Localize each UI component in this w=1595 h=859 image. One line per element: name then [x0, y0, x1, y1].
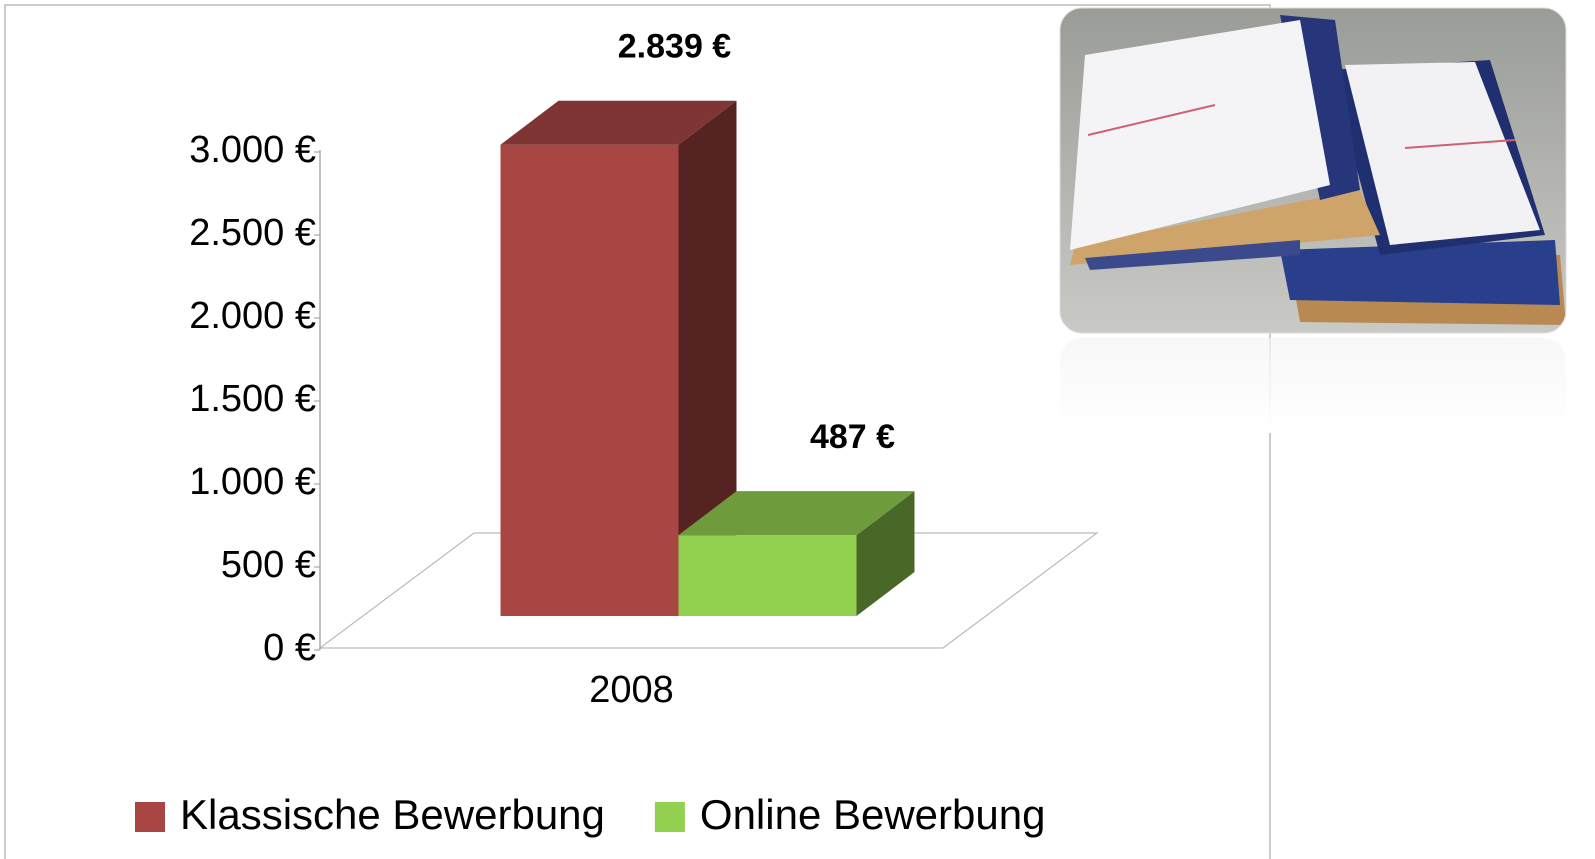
- y-tick-label: 2.000 €: [189, 295, 316, 337]
- chart: 0 € 500 € 1.000 € 1.500 € 2.000 € 2.500 € 3.00…: [0, 0, 1595, 859]
- legend-swatch: [135, 802, 165, 832]
- y-tick-label: 0 €: [263, 627, 316, 669]
- bar: [501, 145, 679, 616]
- y-tick-label: 500 €: [221, 544, 316, 586]
- x-tick-label: 2008: [589, 669, 674, 711]
- legend-swatch: [655, 802, 685, 832]
- y-tick-label: 2.500 €: [189, 212, 316, 254]
- photo: [1060, 8, 1566, 433]
- value-label: 487 €: [810, 418, 895, 456]
- y-tick-label: 1.500 €: [189, 378, 316, 420]
- bar: [679, 535, 857, 616]
- legend-label: Online Bewerbung: [700, 791, 1046, 838]
- y-tick-label: 1.000 €: [189, 461, 316, 503]
- value-label: 2.839 €: [618, 28, 732, 66]
- page: 0 € 500 € 1.000 € 1.500 € 2.000 € 2.500 € 3.00…: [0, 0, 1595, 859]
- y-tick-label: 3.000 €: [189, 129, 316, 171]
- legend-label: Klassische Bewerbung: [180, 791, 605, 838]
